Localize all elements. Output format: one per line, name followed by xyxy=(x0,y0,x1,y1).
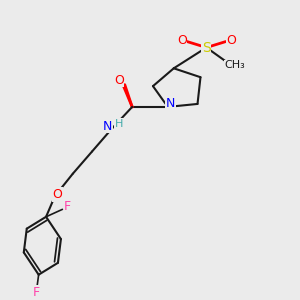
Text: H: H xyxy=(115,119,123,129)
Text: O: O xyxy=(226,34,236,46)
Text: O: O xyxy=(114,74,124,87)
Text: S: S xyxy=(202,40,211,55)
Text: F: F xyxy=(33,286,40,299)
Text: CH₃: CH₃ xyxy=(224,60,245,70)
Text: O: O xyxy=(177,34,187,46)
Text: O: O xyxy=(52,188,62,201)
Text: N: N xyxy=(103,120,112,133)
Text: F: F xyxy=(64,200,71,214)
Text: N: N xyxy=(166,97,176,110)
